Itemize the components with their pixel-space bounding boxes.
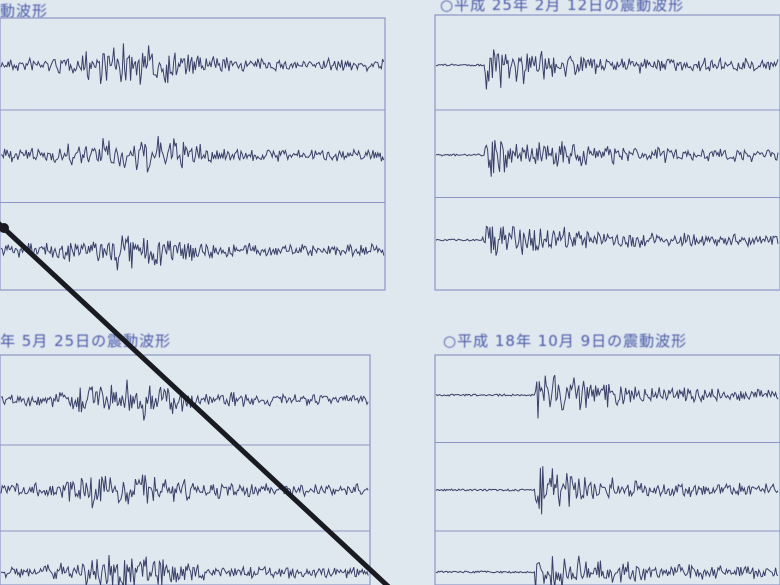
panel-frame [0,17,386,291]
panel-title-bottom-right: ○平成 18年 10月 9日の震動波形 [443,332,688,350]
seismic-waveform [435,140,779,177]
pointer-stick [0,221,391,585]
seismic-waveform [435,466,779,515]
panel-title-top-left: 動波形 [0,2,49,20]
panel-frame [434,14,780,291]
panel-title-top-right: ○平成 25年 2月 12日の震動波形 [440,0,685,14]
seismic-waveform [0,43,385,85]
seismic-waveform [435,374,779,419]
panel-frame [434,354,780,585]
seismic-waveform [0,554,369,585]
seismic-waveform [0,474,369,509]
pointer-tip [0,223,9,233]
seismic-waveform [0,135,385,173]
seismic-waveform [435,225,779,256]
seismic-waveform [0,235,385,271]
panel-frame [0,354,371,585]
seismic-waveform [435,49,779,90]
seismic-waveform [435,555,779,585]
